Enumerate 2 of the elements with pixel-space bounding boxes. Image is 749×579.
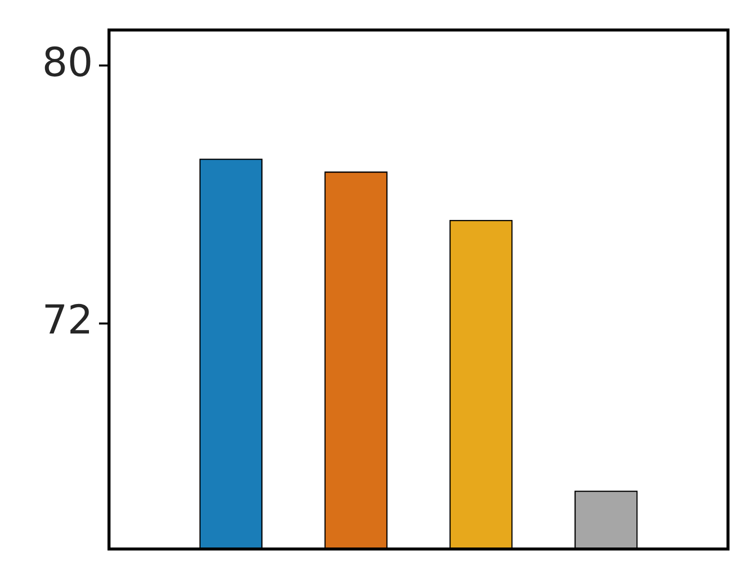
y-tick-label: 80 <box>42 40 93 86</box>
y-tick-label: 72 <box>42 298 93 344</box>
